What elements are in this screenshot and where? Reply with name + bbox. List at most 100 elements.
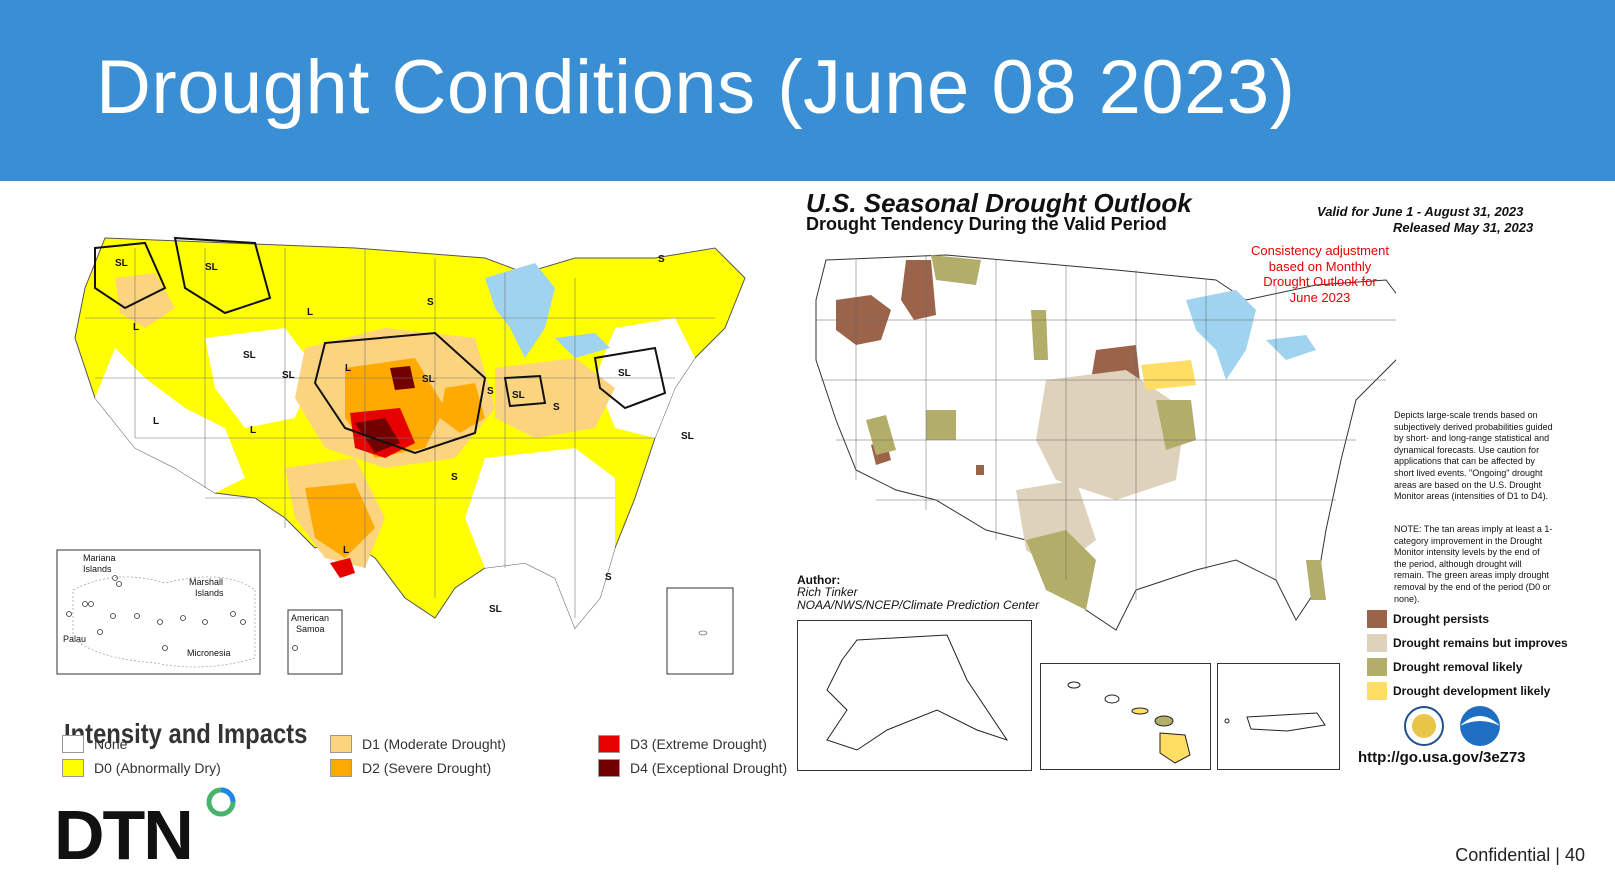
seasonal-outlook-map xyxy=(815,254,1396,631)
legend-swatch-d1 xyxy=(330,735,352,753)
legend-desc-d1: (Moderate Drought) xyxy=(383,736,506,752)
confidential-footer: Confidential | 40 xyxy=(1455,845,1585,865)
impact-boundaries xyxy=(94,236,667,455)
outlook-legend-development: Drought development likely xyxy=(1367,682,1550,700)
legend-code-d0: D0 xyxy=(94,760,112,776)
outlook-note: NOTE: The tan areas imply at least a 1-c… xyxy=(1394,524,1553,604)
author-label: Author: xyxy=(797,573,841,587)
consistency-note: Consistency adjustment based on Monthly … xyxy=(1246,243,1394,305)
outlook-title: U.S. Seasonal Drought Outlook xyxy=(806,188,1192,218)
legend-code-d2: D2 xyxy=(362,760,380,776)
impact-label: L xyxy=(345,363,351,374)
impact-label: SL xyxy=(115,258,128,269)
d1-area-northwest xyxy=(115,273,175,328)
legend-item-d3: D3 (Extreme Drought) xyxy=(598,735,767,753)
outlook-legend-persists: Drought persists xyxy=(1367,610,1489,628)
impact-label: SL xyxy=(681,431,694,442)
pacific-dotted-boundary xyxy=(72,576,256,668)
d2-area-iowa xyxy=(440,383,485,433)
d3-area-texas xyxy=(330,558,355,578)
impact-label: S xyxy=(553,402,560,413)
impact-label: SL xyxy=(618,368,631,379)
improves-area-plains xyxy=(1036,370,1186,500)
header-bar: Drought Conditions (June 08 2023) xyxy=(0,0,1615,181)
legend-desc-d3: (Extreme Drought) xyxy=(651,736,767,752)
outlook-legend-label: Drought remains but improves xyxy=(1393,636,1568,650)
removal-area-florida xyxy=(1306,560,1326,600)
legend-item-d4: D4 (Exceptional Drought) xyxy=(598,759,787,777)
legend-swatch-d2 xyxy=(330,759,352,777)
outlook-url[interactable]: http://go.usa.gov/3eZ73 xyxy=(1358,749,1526,766)
legend-desc-d4: (Exceptional Drought) xyxy=(651,760,788,776)
legend-item-d1: D1 (Moderate Drought) xyxy=(330,735,506,753)
pacific-islands xyxy=(66,575,246,651)
removal-area-illinois xyxy=(1156,400,1196,450)
impact-label: SL xyxy=(422,374,435,385)
legend-swatch-d0 xyxy=(62,759,84,777)
inset-hawaii xyxy=(1040,663,1211,770)
dtn-logo-text: DTN xyxy=(54,796,194,874)
dtn-logo: DTN xyxy=(54,795,194,875)
impact-label: SL xyxy=(243,350,256,361)
impact-label: L xyxy=(343,545,349,556)
label-marshall: Marshall Islands xyxy=(189,577,224,598)
removal-area-texas xyxy=(1026,530,1096,610)
legend-code-d1: D1 xyxy=(362,736,380,752)
author-name: Rich Tinker xyxy=(797,585,858,599)
removal-area-west xyxy=(866,415,896,455)
impact-label: L xyxy=(153,416,159,427)
legend-item-d0: D0 (Abnormally Dry) xyxy=(62,759,221,777)
impact-label: SL xyxy=(205,262,218,273)
impact-label: L xyxy=(133,322,139,333)
impact-label: S xyxy=(605,572,612,583)
outlook-subtitle: Drought Tendency During the Valid Period xyxy=(806,214,1167,234)
legend-code-d3: D3 xyxy=(630,736,648,752)
inset-pacific xyxy=(56,549,261,675)
impact-labels: SL SL L L S SL SL L SL L L S SL S SL SL … xyxy=(115,254,694,615)
inset-puerto-rico xyxy=(666,587,734,675)
legend-desc-d0: (Abnormally Dry) xyxy=(115,760,221,776)
outlook-release-date: Released May 31, 2023 xyxy=(1393,220,1534,235)
outlook-description: Depicts large-scale trends based on subj… xyxy=(1394,410,1553,502)
outlook-swatch-improves xyxy=(1367,634,1387,652)
legend-swatch-d3 xyxy=(598,735,620,753)
persists-area-idaho xyxy=(901,260,936,320)
impact-label: S xyxy=(427,297,434,308)
inset-samoa xyxy=(287,609,343,675)
impact-label: L xyxy=(307,307,313,318)
persists-area-utah-spot xyxy=(976,465,984,475)
inset-alaska xyxy=(797,620,1032,771)
removal-area-dakota xyxy=(1031,310,1048,360)
label-mariana: Mariana Islands xyxy=(83,553,116,574)
outlook-swatch-removal xyxy=(1367,658,1387,676)
inset-puerto-rico-outlook xyxy=(1217,663,1340,770)
none-area-southeast xyxy=(465,448,615,628)
page-title: Drought Conditions (June 08 2023) xyxy=(96,45,1296,130)
label-samoa: American Samoa xyxy=(291,613,329,634)
outlook-swatch-persists xyxy=(1367,610,1387,628)
impact-label: SL xyxy=(512,390,525,401)
state-boundaries xyxy=(85,248,715,618)
legend-swatch-none xyxy=(62,735,84,753)
legend-item-d2: D2 (Severe Drought) xyxy=(330,759,491,777)
d2-area-texas xyxy=(305,483,375,558)
legend-swatch-d4 xyxy=(598,759,620,777)
dtn-logo-ring-icon xyxy=(206,787,236,817)
impact-label: L xyxy=(250,425,256,436)
outlook-state-boundaries xyxy=(816,255,1396,600)
legend-item-none: None xyxy=(62,735,127,753)
outlook-swatch-development xyxy=(1367,682,1387,700)
outlook-legend-improves: Drought remains but improves xyxy=(1367,634,1568,652)
label-micronesia: Micronesia xyxy=(187,648,231,658)
impact-label: S xyxy=(658,254,665,265)
removal-area-utah xyxy=(926,410,956,440)
impact-label: SL xyxy=(282,370,295,381)
outlook-great-lakes xyxy=(1186,290,1316,380)
outlook-legend-label: Drought persists xyxy=(1393,612,1490,626)
legend-title: Intensity and Impacts xyxy=(64,718,308,749)
great-lakes xyxy=(485,263,610,358)
label-palau: Palau xyxy=(63,634,86,644)
drought-monitor-map: SL SL L L S SL SL L SL L L S SL S SL SL … xyxy=(56,236,746,675)
agency-seals xyxy=(1404,706,1500,746)
impact-label: SL xyxy=(489,604,502,615)
